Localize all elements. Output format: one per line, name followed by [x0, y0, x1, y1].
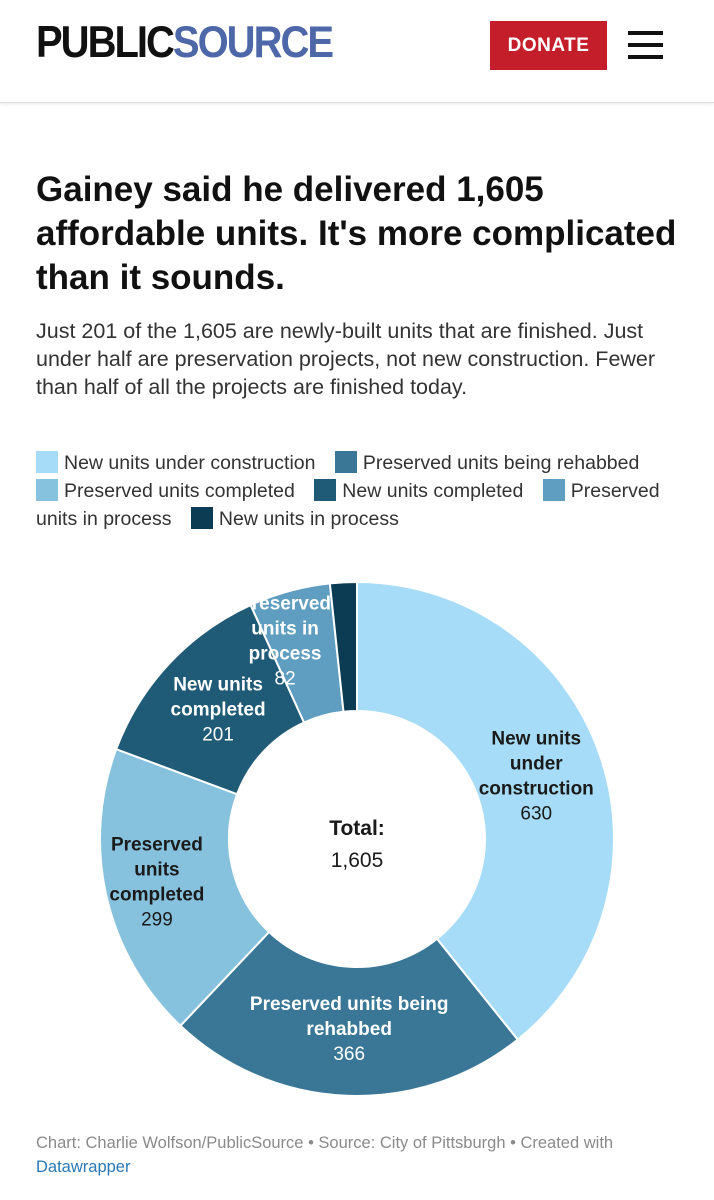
slice-name: under — [510, 754, 563, 775]
center-total-value: 1,605 — [331, 849, 384, 872]
donate-button[interactable]: DONATE — [490, 21, 607, 70]
slice-name: units in — [251, 619, 319, 640]
legend-label: New units under construction — [64, 452, 316, 474]
legend-item: New units under construction — [36, 451, 329, 474]
site-header: PUBLICSOURCE DONATE — [0, 0, 714, 103]
legend-swatch — [542, 479, 565, 501]
chart-footer: Chart: Charlie Wolfson/PublicSource • So… — [36, 1131, 686, 1179]
chart-credit: Chart: Charlie Wolfson/PublicSource • So… — [36, 1134, 614, 1152]
legend-swatch — [314, 479, 337, 501]
slice-name: completed — [109, 884, 204, 905]
slice-value: 82 — [275, 669, 296, 690]
donut-slice — [356, 580, 615, 1042]
slice-name: units — [134, 859, 179, 880]
donut-slice — [114, 603, 306, 796]
donut-slice — [328, 580, 358, 713]
slice-name: Preserved — [239, 594, 331, 615]
legend-label: Preserved units completed — [64, 480, 295, 502]
legend-label: Preserved units being rehabbed — [362, 452, 640, 474]
slice-name: New units — [173, 674, 263, 695]
legend-swatch — [36, 479, 58, 501]
slice-label: Preserved units being rehabbed 366 — [250, 994, 449, 1065]
legend-item: Preserved units in process — [36, 479, 660, 530]
slice-name: New units — [491, 729, 581, 750]
slice-label: New units under construction 630 — [479, 729, 594, 825]
slice-name: completed — [171, 699, 266, 720]
slice-value: 299 — [141, 909, 173, 930]
slice-name: process — [249, 644, 322, 665]
hamburger-menu-icon[interactable] — [626, 31, 666, 61]
legend-item: New units in process — [190, 507, 413, 530]
legend-item: Preserved units completed — [36, 479, 309, 502]
slice-value: 366 — [333, 1044, 365, 1065]
chart-headline: Gainey said he delivered 1,605 affordabl… — [36, 170, 677, 297]
legend-label: New units completed — [342, 480, 524, 502]
legend-swatch — [190, 507, 213, 529]
datawrapper-link[interactable]: Datawrapper — [36, 1158, 131, 1176]
slice-name: rehabbed — [306, 1019, 392, 1040]
publicsource-logo[interactable]: PUBLICSOURCE — [36, 17, 334, 68]
donut-chart: New units under construction 630 Preserved u… — [99, 580, 615, 1097]
slice-name: Preserved — [111, 834, 203, 855]
legend-item: New units completed — [314, 479, 537, 502]
legend-item: Preserved units being rehabbed — [334, 451, 653, 474]
slice-name: Preserved units being — [250, 994, 449, 1015]
center-total-label: Total: — [329, 817, 385, 840]
legend-swatch — [36, 451, 58, 473]
donut-slice — [99, 747, 271, 1028]
slice-name: construction — [479, 779, 594, 800]
chart-subtitle: Just 201 of the 1,605 are newly-built un… — [36, 319, 656, 399]
slice-label: Preserved units in process 82 — [239, 594, 331, 690]
legend-label: Preserved units in process — [36, 480, 660, 530]
slice-label: Preserved units completed 299 — [109, 834, 204, 930]
slice-value: 630 — [520, 804, 552, 825]
legend-label: New units in process — [218, 508, 399, 530]
slice-value: 201 — [202, 724, 234, 745]
slice-label: New units completed 201 — [171, 674, 266, 745]
chart-legend: New units under construction Preserved u… — [36, 449, 686, 533]
legend-swatch — [334, 451, 357, 473]
donut-slice — [178, 930, 520, 1097]
